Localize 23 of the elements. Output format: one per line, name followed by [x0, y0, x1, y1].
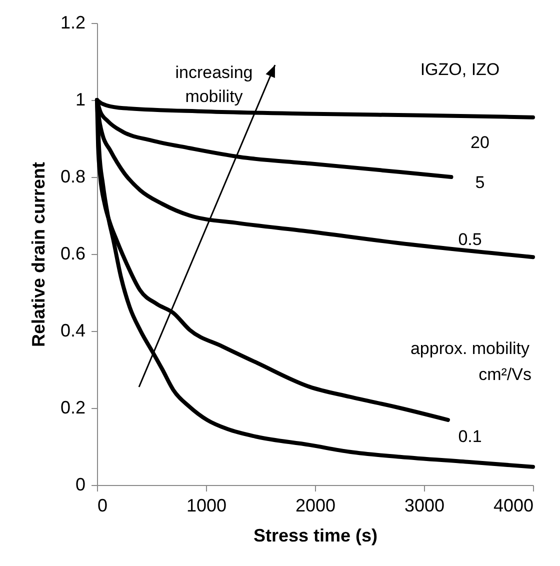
x-tick-label: 4000: [493, 496, 534, 516]
annotation: approx. mobility: [410, 339, 530, 358]
annotation: mobility: [185, 87, 244, 106]
annotation: 20: [470, 133, 490, 152]
y-tick-label: 0: [75, 474, 86, 494]
x-tick-label: 1000: [186, 496, 227, 516]
y-tick-label: 0.6: [60, 244, 86, 264]
y-tick-label: 0.2: [60, 398, 86, 418]
x-tick-label: 0: [98, 496, 108, 516]
y-tick-label: 1.2: [60, 12, 86, 32]
x-axis-title: Stress time (s): [253, 526, 378, 546]
y-tick-label: 0.4: [60, 320, 86, 340]
x-tick-label: 3000: [404, 496, 445, 516]
annotation: 5: [475, 173, 485, 192]
annotation: cm²/Vs: [478, 365, 532, 384]
y-tick-label: 0.8: [60, 166, 86, 186]
annotation: increasing: [175, 63, 253, 82]
annotation: 0.1: [458, 427, 482, 446]
y-axis-title: Relative drain current: [28, 162, 48, 348]
y-tick-label: 1: [75, 90, 86, 110]
x-tick-label: 2000: [295, 496, 336, 516]
annotation: 0.5: [458, 230, 482, 249]
annotation: IGZO, IZO: [420, 60, 500, 79]
